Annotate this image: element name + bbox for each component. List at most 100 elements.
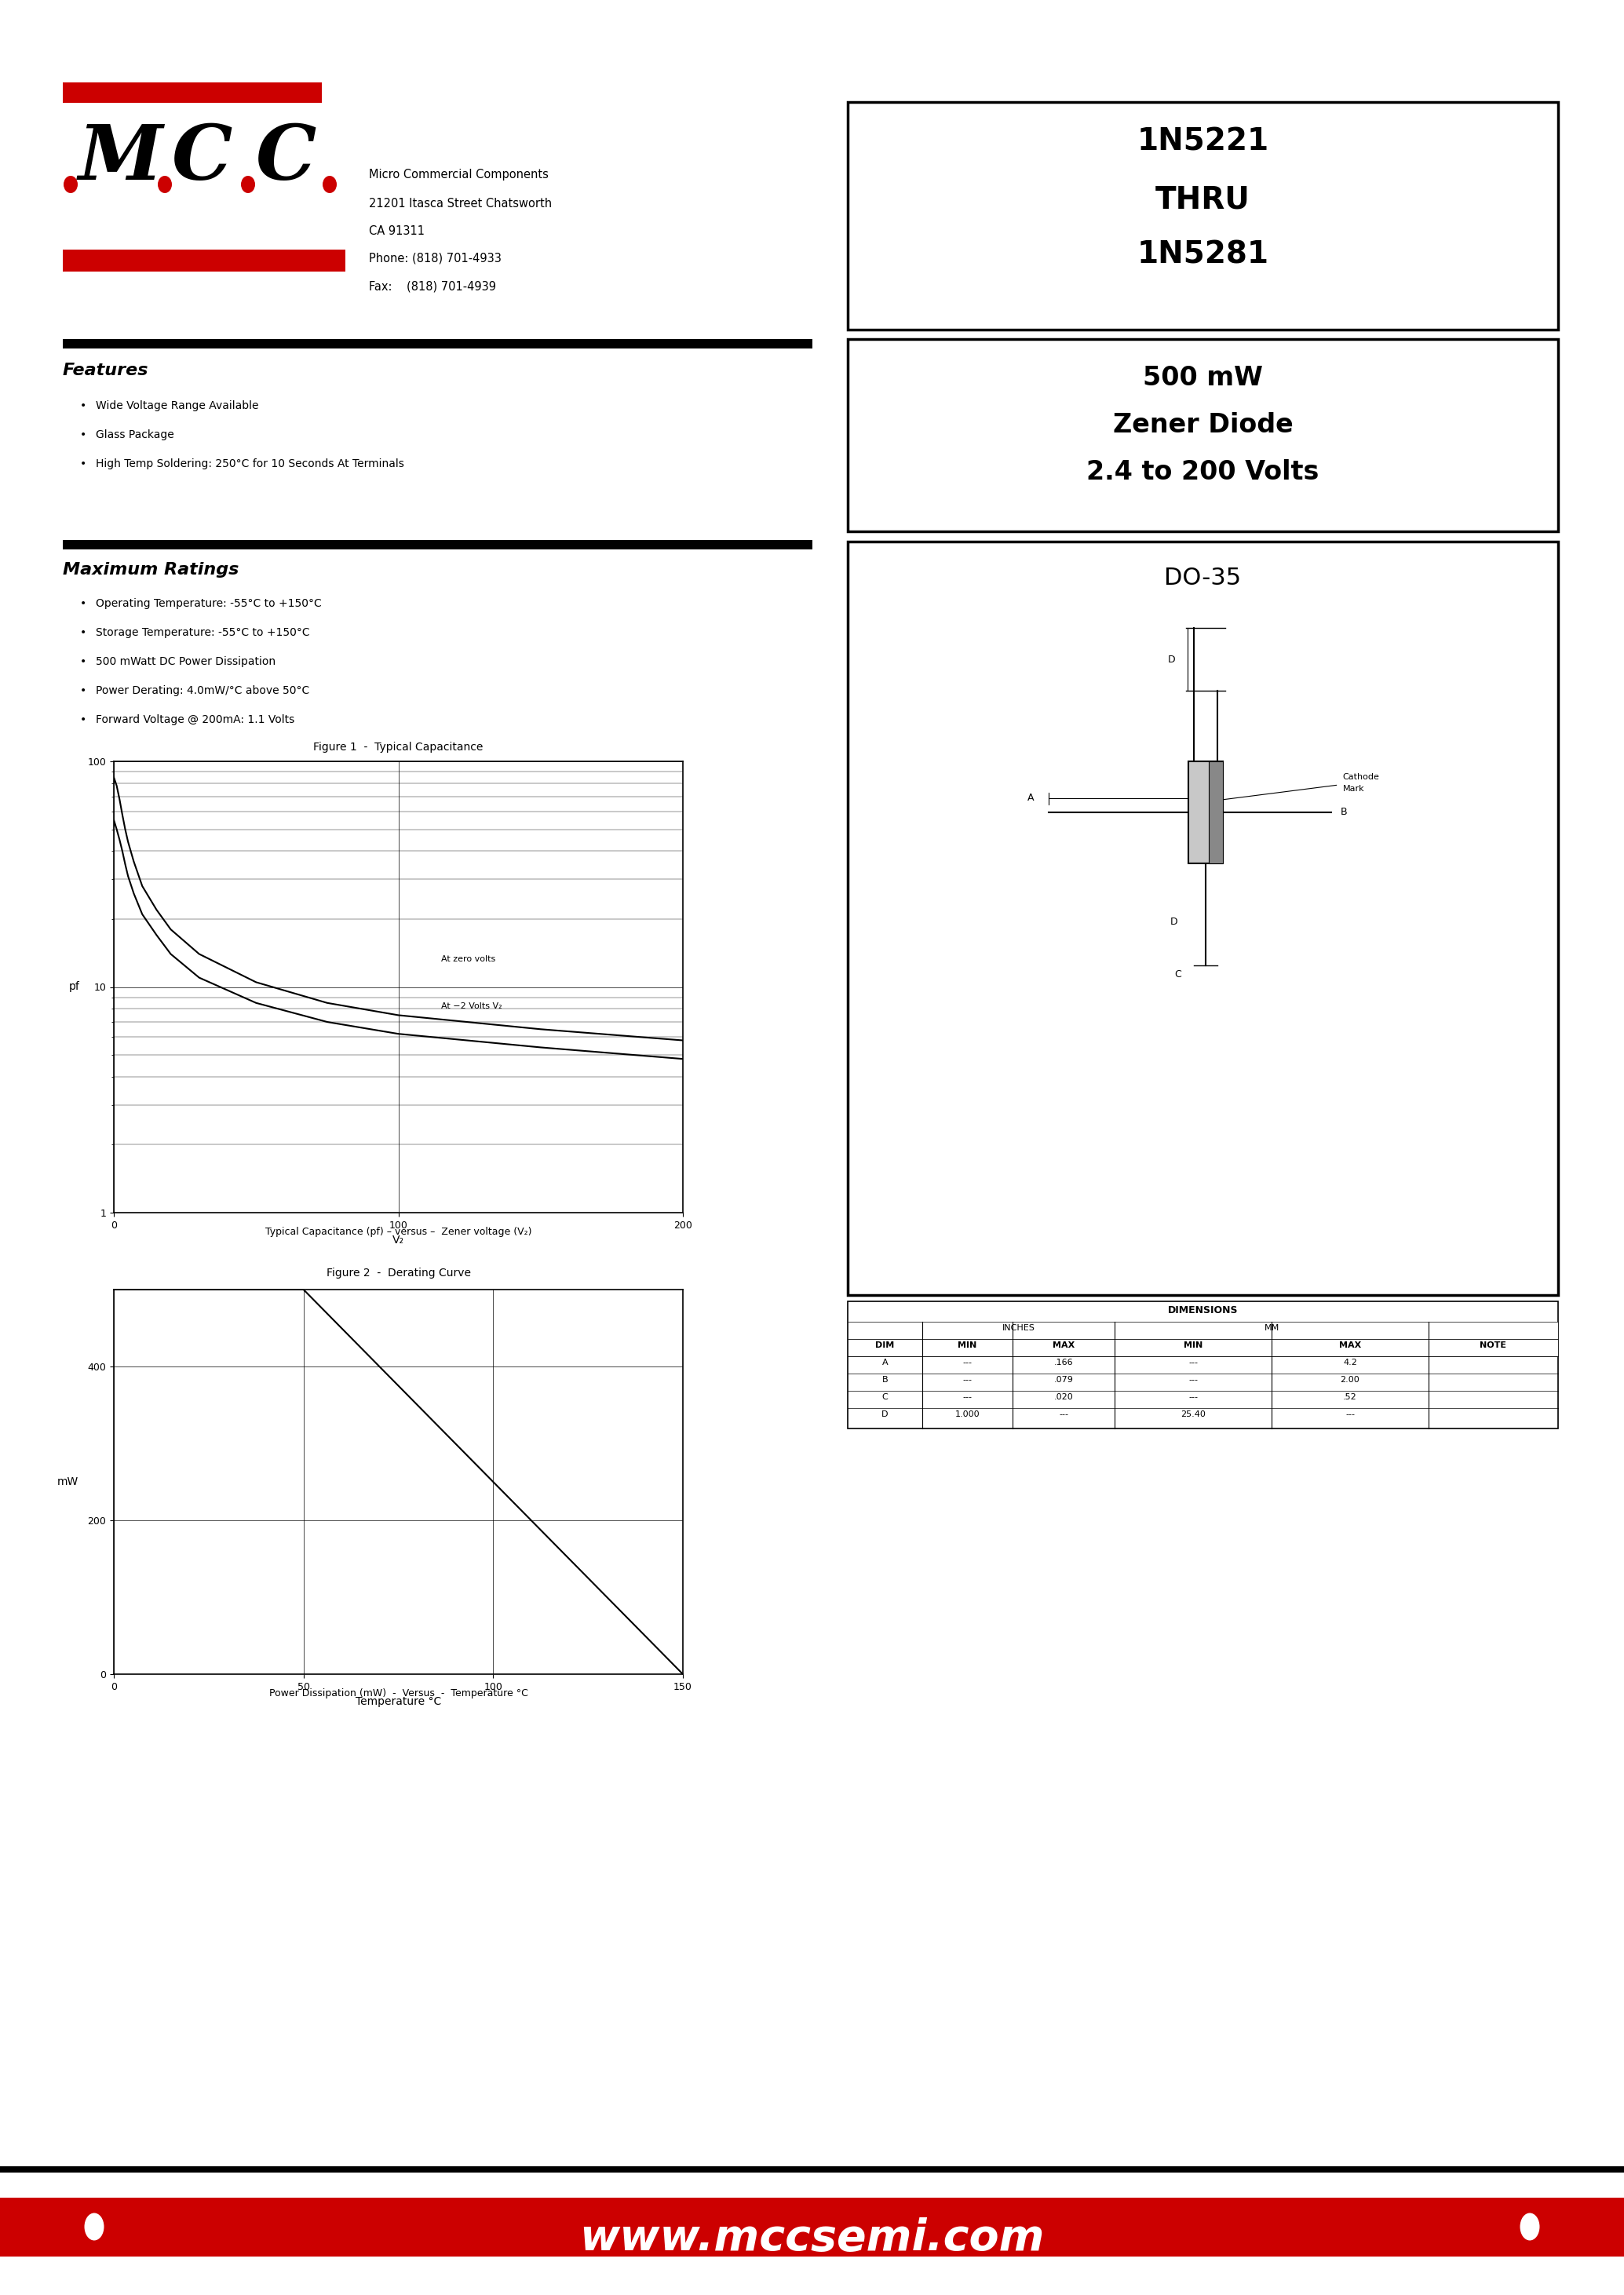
Text: 25.40: 25.40 (1181, 1411, 1205, 1418)
Ellipse shape (240, 177, 255, 193)
Text: ---: --- (1189, 1393, 1199, 1400)
Text: 500 mWatt DC Power Dissipation: 500 mWatt DC Power Dissipation (96, 656, 276, 668)
Text: •: • (80, 399, 86, 411)
Text: Wide Voltage Range Available: Wide Voltage Range Available (96, 399, 258, 411)
Text: MIN: MIN (1184, 1340, 1203, 1349)
Text: •: • (80, 627, 86, 638)
Text: Mark: Mark (1343, 785, 1364, 792)
Text: •: • (80, 459, 86, 470)
Bar (848, 1338, 1557, 1356)
Text: NOTE: NOTE (1479, 1340, 1507, 1349)
X-axis label: V₂: V₂ (393, 1235, 404, 1246)
Text: INCHES: INCHES (1002, 1324, 1034, 1331)
Bar (0, 2166, 1624, 2173)
Text: •: • (80, 599, 86, 608)
Text: .52: .52 (1343, 1393, 1358, 1400)
Text: D: D (1169, 918, 1177, 927)
Text: Figure 1  -  Typical Capacitance: Figure 1 - Typical Capacitance (313, 741, 484, 753)
Text: M: M (78, 122, 162, 195)
Bar (63, 539, 812, 549)
Text: Maximum Ratings: Maximum Ratings (63, 562, 239, 578)
Text: .079: .079 (1054, 1377, 1073, 1384)
Text: CA 91311: CA 91311 (369, 225, 424, 236)
Text: B: B (1340, 808, 1346, 817)
Text: Typical Capacitance (pf) – versus –  Zener voltage (V₂): Typical Capacitance (pf) – versus – Zene… (265, 1228, 531, 1237)
Text: www.mccsemi.com: www.mccsemi.com (580, 2217, 1044, 2261)
Text: .166: .166 (1054, 1359, 1073, 1366)
Bar (848, 1301, 1557, 1427)
Text: Figure 2  -  Derating Curve: Figure 2 - Derating Curve (326, 1267, 471, 1278)
Text: •: • (80, 429, 86, 441)
Text: Power Derating: 4.0mW/°C above 50°C: Power Derating: 4.0mW/°C above 50°C (96, 686, 310, 695)
Text: Cathode: Cathode (1343, 773, 1379, 780)
Text: 500 mW: 500 mW (1143, 365, 1263, 390)
Bar (848, 1322, 1557, 1338)
Text: ---: --- (1345, 1411, 1354, 1418)
Text: D: D (882, 1411, 888, 1418)
Text: 2.00: 2.00 (1340, 1377, 1359, 1384)
Text: DIM: DIM (875, 1340, 895, 1349)
Text: .020: .020 (1054, 1393, 1073, 1400)
Ellipse shape (323, 177, 336, 193)
Bar (63, 340, 812, 349)
Ellipse shape (1520, 2212, 1540, 2240)
Y-axis label: mW: mW (57, 1476, 78, 1487)
Y-axis label: pf: pf (68, 982, 80, 991)
Text: B: B (882, 1377, 888, 1384)
Text: ---: --- (1189, 1377, 1199, 1384)
Text: 1N5281: 1N5281 (1137, 241, 1268, 271)
Text: At zero volts: At zero volts (442, 955, 495, 964)
Ellipse shape (84, 2212, 104, 2240)
Text: Forward Voltage @ 200mA: 1.1 Volts: Forward Voltage @ 200mA: 1.1 Volts (96, 714, 294, 725)
Text: 2.4 to 200 Volts: 2.4 to 200 Volts (1086, 459, 1319, 484)
Ellipse shape (158, 177, 172, 193)
Text: 21201 Itasca Street Chatsworth: 21201 Itasca Street Chatsworth (369, 197, 552, 209)
Text: DIMENSIONS: DIMENSIONS (1168, 1306, 1237, 1315)
Ellipse shape (63, 177, 78, 193)
Text: MAX: MAX (1052, 1340, 1075, 1349)
Bar (848, 101, 1557, 330)
Text: DO-35: DO-35 (1164, 567, 1241, 590)
Text: C: C (882, 1393, 888, 1400)
Text: ---: --- (1059, 1411, 1069, 1418)
Text: MIN: MIN (958, 1340, 978, 1349)
Text: Fax:    (818) 701-4939: Fax: (818) 701-4939 (369, 280, 495, 291)
Text: ---: --- (1189, 1359, 1199, 1366)
Text: High Temp Soldering: 250°C for 10 Seconds At Terminals: High Temp Soldering: 250°C for 10 Second… (96, 459, 404, 470)
Text: Micro Commercial Components: Micro Commercial Components (369, 170, 549, 181)
Text: Power Dissipation (mW)  -  Versus  -  Temperature °C: Power Dissipation (mW) - Versus - Temper… (270, 1689, 528, 1698)
Bar (63, 83, 322, 103)
Text: Operating Temperature: -55°C to +150°C: Operating Temperature: -55°C to +150°C (96, 599, 322, 608)
Text: 1N5221: 1N5221 (1137, 126, 1268, 156)
Text: D: D (1168, 654, 1176, 666)
Text: MAX: MAX (1338, 1340, 1361, 1349)
Text: A: A (1028, 794, 1034, 803)
Text: At −2 Volts V₂: At −2 Volts V₂ (442, 1003, 502, 1010)
Bar (848, 542, 1557, 1294)
Text: THRU: THRU (1155, 184, 1250, 213)
X-axis label: Temperature °C: Temperature °C (356, 1696, 442, 1707)
Text: Features: Features (63, 363, 149, 379)
Text: MM: MM (1263, 1324, 1280, 1331)
Text: Phone: (818) 701-4933: Phone: (818) 701-4933 (369, 252, 502, 264)
Text: Zener Diode: Zener Diode (1112, 413, 1293, 438)
Text: 1.000: 1.000 (955, 1411, 979, 1418)
Bar (63, 250, 346, 271)
Bar (1189, 762, 1223, 863)
Text: C: C (171, 122, 232, 195)
Text: •: • (80, 686, 86, 695)
Text: C: C (1174, 968, 1181, 980)
Text: ---: --- (963, 1359, 973, 1366)
Text: •: • (80, 714, 86, 725)
Bar (848, 340, 1557, 532)
Text: Glass Package: Glass Package (96, 429, 174, 441)
Text: A: A (882, 1359, 888, 1366)
Text: 4.2: 4.2 (1343, 1359, 1358, 1366)
Text: C: C (255, 122, 315, 195)
Text: ---: --- (963, 1393, 973, 1400)
Text: Storage Temperature: -55°C to +150°C: Storage Temperature: -55°C to +150°C (96, 627, 310, 638)
Bar (1208, 762, 1223, 863)
Bar (0, 2199, 1624, 2256)
Text: •: • (80, 656, 86, 668)
Text: ---: --- (963, 1377, 973, 1384)
